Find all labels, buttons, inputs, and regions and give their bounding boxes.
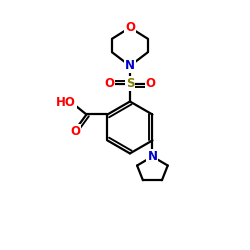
Text: N: N	[125, 60, 135, 72]
Text: HO: HO	[56, 96, 76, 109]
Text: S: S	[126, 77, 134, 90]
Text: N: N	[148, 150, 158, 163]
Text: O: O	[125, 21, 135, 34]
Text: O: O	[146, 77, 156, 90]
Text: O: O	[70, 124, 80, 138]
Text: O: O	[104, 77, 115, 90]
